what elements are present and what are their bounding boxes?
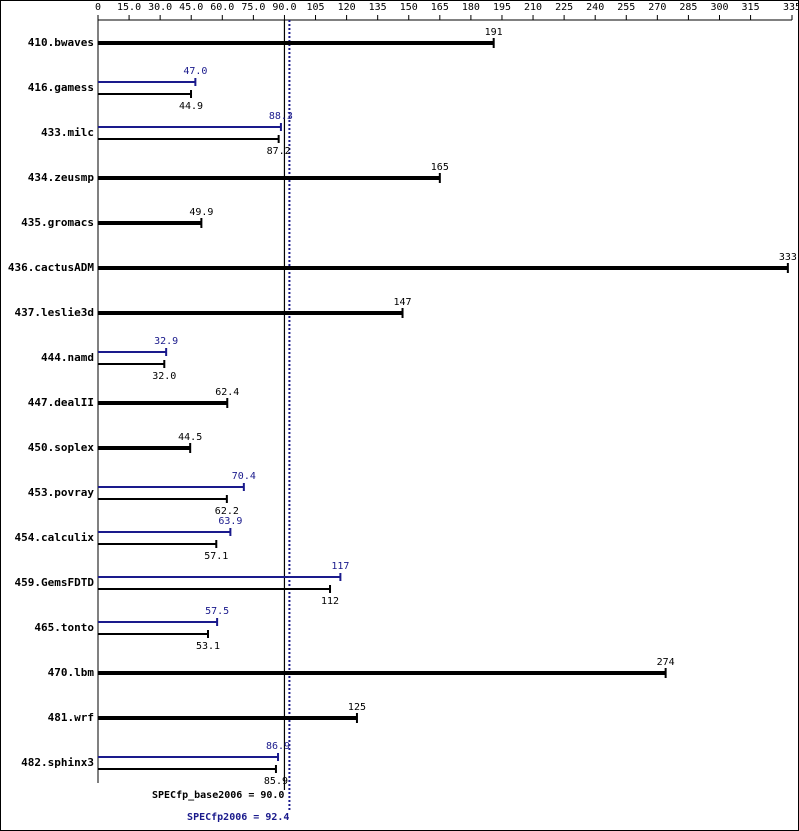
x-tick-label: 30.0 (148, 2, 172, 13)
value-label: 44.9 (179, 101, 203, 112)
value-label: 125 (348, 702, 366, 713)
x-tick-label: 150 (400, 2, 418, 13)
x-tick-label: 165 (431, 2, 449, 13)
category-label: 416.gamess (28, 81, 94, 94)
value-label: 63.9 (218, 516, 242, 527)
x-tick-label: 210 (524, 2, 542, 13)
category-label: 465.tonto (34, 621, 94, 634)
x-tick-label: 120 (338, 2, 356, 13)
x-tick-label: 300 (710, 2, 728, 13)
value-label: 85.9 (264, 776, 288, 787)
category-label: 410.bwaves (28, 36, 94, 49)
value-label: 70.4 (232, 471, 256, 482)
category-label: 437.leslie3d (15, 306, 94, 319)
value-label: 88.3 (269, 111, 293, 122)
x-tick-label: 240 (586, 2, 604, 13)
x-tick-label: 105 (306, 2, 324, 13)
reference-label: SPECfp2006 = 92.4 (187, 812, 289, 823)
value-label: 49.9 (189, 207, 213, 218)
value-label: 47.0 (183, 66, 207, 77)
category-label: 482.sphinx3 (21, 756, 94, 769)
value-label: 112 (321, 596, 339, 607)
x-tick-label: 60.0 (210, 2, 234, 13)
category-label: 459.GemsFDTD (15, 576, 95, 589)
category-label: 450.soplex (28, 441, 95, 454)
value-label: 86.9 (266, 741, 290, 752)
x-tick-label: 270 (648, 2, 666, 13)
category-label: 436.cactusADM (8, 261, 94, 274)
x-tick-label: 75.0 (241, 2, 265, 13)
x-tick-label: 15.0 (117, 2, 141, 13)
value-label: 44.5 (178, 432, 202, 443)
x-tick-label: 45.0 (179, 2, 203, 13)
x-tick-label: 315 (742, 2, 760, 13)
x-tick-label: 135 (369, 2, 387, 13)
value-label: 274 (657, 657, 675, 668)
x-tick-label: 0 (95, 2, 101, 13)
x-tick-label: 90.0 (272, 2, 296, 13)
category-label: 481.wrf (48, 711, 94, 724)
x-tick-label: 225 (555, 2, 573, 13)
value-label: 87.2 (267, 146, 291, 157)
value-label: 32.0 (152, 371, 176, 382)
category-label: 435.gromacs (21, 216, 94, 229)
x-tick-label: 285 (679, 2, 697, 13)
category-label: 454.calculix (15, 531, 95, 544)
value-label: 62.2 (215, 506, 239, 517)
value-label: 147 (394, 297, 412, 308)
category-label: 444.namd (41, 351, 94, 364)
value-label: 165 (431, 162, 449, 173)
value-label: 32.9 (154, 336, 178, 347)
category-label: 470.lbm (48, 666, 95, 679)
reference-label: SPECfp_base2006 = 90.0 (152, 790, 284, 801)
value-label: 57.5 (205, 606, 229, 617)
category-label: 434.zeusmp (28, 171, 95, 184)
value-label: 191 (485, 27, 503, 38)
category-label: 447.dealII (28, 396, 94, 409)
value-label: 333 (779, 252, 797, 263)
value-label: 57.1 (204, 551, 228, 562)
category-label: 453.povray (28, 486, 95, 499)
value-label: 53.1 (196, 641, 220, 652)
x-tick-label: 335 (783, 2, 799, 13)
x-tick-label: 255 (617, 2, 635, 13)
x-tick-label: 180 (462, 2, 480, 13)
value-label: 117 (331, 561, 349, 572)
category-label: 433.milc (41, 126, 94, 139)
value-label: 62.4 (215, 387, 239, 398)
x-tick-label: 195 (493, 2, 511, 13)
